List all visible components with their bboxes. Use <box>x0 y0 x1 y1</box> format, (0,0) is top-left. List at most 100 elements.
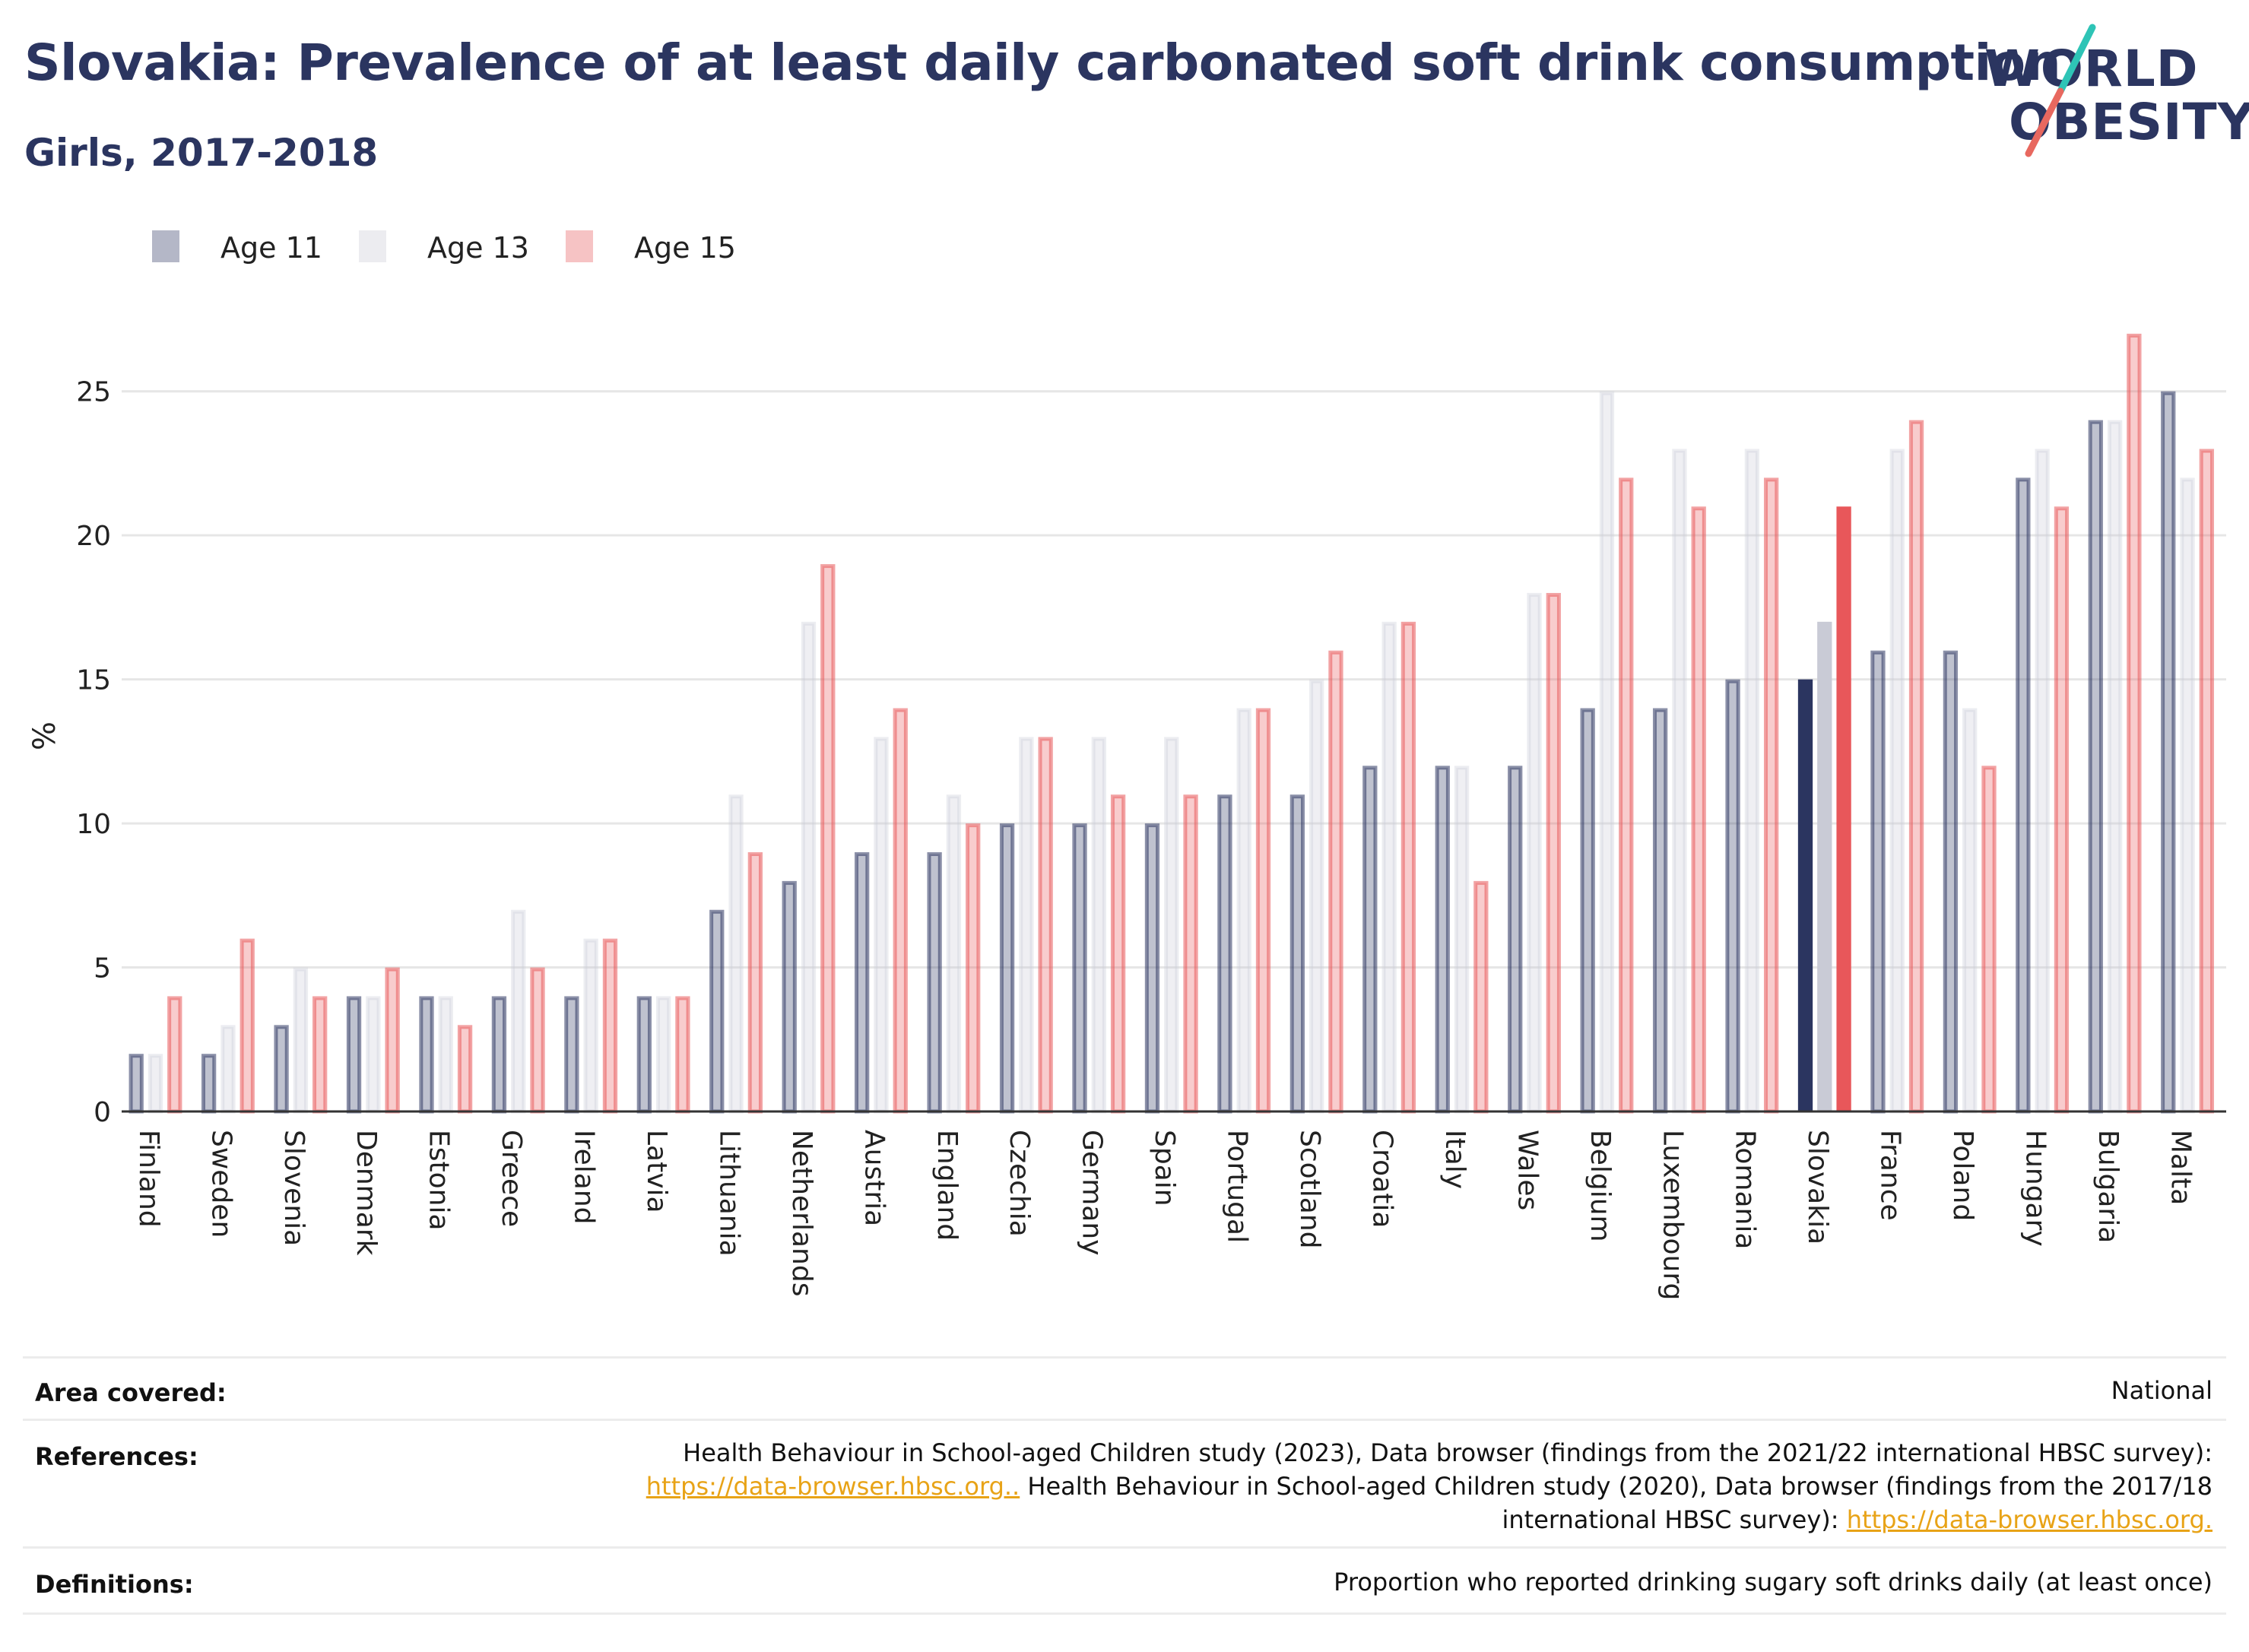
bar-bulgaria-age-11 <box>2088 420 2103 1114</box>
bar-malta-age-13 <box>2180 477 2195 1114</box>
x-tick-label: Bulgaria <box>2092 1130 2124 1243</box>
bar-latvia-age-11 <box>636 996 652 1114</box>
x-tick-label: Scotland <box>1294 1130 1325 1249</box>
bar-luxembourg-age-13 <box>1672 449 1687 1114</box>
references-line-2-text: Health Behaviour in School-aged Children… <box>1020 1472 2213 1501</box>
references-line-2: https://data-browser.hbsc.org.. Health B… <box>646 1470 2213 1503</box>
bar-bulgaria-age-13 <box>2107 420 2123 1114</box>
x-tick-label: Austria <box>858 1130 890 1226</box>
x-tick-label: Greece <box>496 1130 527 1227</box>
x-tick-label: Hungary <box>2020 1130 2051 1247</box>
bar-portugal-age-11 <box>1217 794 1232 1114</box>
bar-poland-age-15 <box>1981 766 1997 1114</box>
bar-czechia-age-15 <box>1038 737 1053 1114</box>
references-row: References: Health Behaviour in School-a… <box>23 1419 2226 1549</box>
bar-belgium-age-11 <box>1580 708 1595 1114</box>
bar-poland-age-13 <box>1962 708 1978 1114</box>
bar-germany-age-11 <box>1072 823 1087 1114</box>
bar-slovenia-age-15 <box>312 996 328 1114</box>
x-tick-label: Croatia <box>1366 1130 1397 1228</box>
legend-swatch-age-13 <box>359 230 386 262</box>
x-tick-label: Poland <box>1947 1130 1978 1221</box>
definitions-row: Definitions: Proportion who reported dri… <box>23 1546 2226 1615</box>
bar-spain-age-15 <box>1183 794 1198 1114</box>
bar-latvia-age-15 <box>675 996 690 1114</box>
world-obesity-logo: WORLD OBESITY <box>1984 23 2249 160</box>
x-tick-label: Sweden <box>205 1130 236 1238</box>
y-tick-label: 20 <box>76 521 111 552</box>
bar-portugal-age-13 <box>1236 708 1251 1114</box>
bar-denmark-age-13 <box>366 996 381 1114</box>
bar-latvia-age-13 <box>655 996 671 1114</box>
bar-romania-age-11 <box>1725 679 1740 1114</box>
x-tick-label: Estonia <box>423 1130 455 1231</box>
bar-sweden-age-15 <box>239 938 255 1114</box>
legend-label: Age 11 <box>220 231 322 265</box>
bar-romania-age-13 <box>1744 449 1759 1114</box>
x-tick-label: Portugal <box>1222 1130 1253 1243</box>
bar-portugal-age-15 <box>1255 708 1271 1114</box>
references-value: Health Behaviour in School-aged Children… <box>646 1436 2213 1536</box>
bar-malta-age-15 <box>2199 449 2214 1114</box>
bar-luxembourg-age-11 <box>1652 708 1668 1114</box>
bar-greece-age-11 <box>491 996 507 1114</box>
bar-croatia-age-15 <box>1400 621 1416 1114</box>
bar-wales-age-15 <box>1546 592 1561 1114</box>
bar-england-age-15 <box>966 823 981 1114</box>
bar-austria-age-15 <box>893 708 908 1114</box>
x-tick-label: Malta <box>2165 1130 2196 1205</box>
x-tick-label: Finland <box>133 1130 164 1228</box>
bar-hungary-age-11 <box>2016 477 2031 1114</box>
page-subtitle: Girls, 2017-2018 <box>24 131 379 175</box>
bar-malta-age-11 <box>2161 391 2176 1114</box>
bar-denmark-age-15 <box>385 967 400 1114</box>
reference-link-1[interactable]: https://data-browser.hbsc.org.. <box>646 1472 1020 1501</box>
page-title: Slovakia: Prevalence of at least daily c… <box>24 33 2061 92</box>
x-tick-label: Luxembourg <box>1657 1130 1688 1300</box>
bar-croatia-age-13 <box>1381 621 1397 1114</box>
bar-ireland-age-11 <box>564 996 579 1114</box>
bar-ireland-age-13 <box>583 938 598 1114</box>
bar-scotland-age-15 <box>1328 650 1343 1114</box>
legend-label: Age 15 <box>634 231 736 265</box>
bar-ireland-age-15 <box>602 938 618 1114</box>
bar-wales-age-11 <box>1508 766 1523 1114</box>
y-tick-label: 25 <box>76 377 111 408</box>
bar-spain-age-13 <box>1164 737 1179 1114</box>
bar-italy-age-15 <box>1473 880 1489 1114</box>
bar-finland-age-11 <box>128 1054 144 1114</box>
bar-lithuania-age-13 <box>728 794 744 1114</box>
legend-label: Age 13 <box>427 231 529 265</box>
bar-england-age-13 <box>946 794 962 1114</box>
area-covered-value: National <box>2111 1376 2213 1405</box>
bar-hungary-age-15 <box>2054 506 2070 1114</box>
x-tick-label: Spain <box>1149 1130 1180 1206</box>
bar-netherlands-age-15 <box>820 564 836 1114</box>
bar-slovenia-age-11 <box>274 1025 289 1114</box>
bar-netherlands-age-13 <box>801 621 817 1114</box>
bars <box>122 333 2226 1114</box>
bar-slovakia-age-15 <box>1836 506 1851 1111</box>
x-tick-label: Latvia <box>641 1130 672 1213</box>
bar-spain-age-11 <box>1144 823 1160 1114</box>
bar-italy-age-11 <box>1435 766 1450 1114</box>
x-tick-label: Netherlands <box>786 1130 817 1296</box>
bar-poland-age-11 <box>1943 650 1959 1114</box>
bar-wales-age-13 <box>1527 592 1542 1114</box>
x-tick-label: Slovakia <box>1802 1130 1833 1245</box>
bar-chart: 0 5 10 15 20 25 Finland Sweden Slovenia Denmark E… <box>27 333 2226 1300</box>
x-tick-label: Germany <box>1077 1130 1108 1255</box>
bar-germany-age-15 <box>1110 794 1126 1114</box>
x-tick-label: Slovenia <box>278 1130 309 1246</box>
bar-lithuania-age-15 <box>747 851 763 1114</box>
y-tick-label: 10 <box>76 809 111 840</box>
bar-lithuania-age-11 <box>709 909 725 1114</box>
bar-denmark-age-11 <box>346 996 362 1114</box>
bar-austria-age-13 <box>874 737 889 1114</box>
reference-link-2[interactable]: https://data-browser.hbsc.org. <box>1846 1505 2213 1534</box>
bar-germany-age-13 <box>1091 737 1106 1114</box>
x-tick-label: Italy <box>1439 1130 1470 1189</box>
logo-line-1: WORLD <box>1984 40 2199 98</box>
bar-czechia-age-13 <box>1019 737 1034 1114</box>
bar-sweden-age-13 <box>220 1025 236 1114</box>
